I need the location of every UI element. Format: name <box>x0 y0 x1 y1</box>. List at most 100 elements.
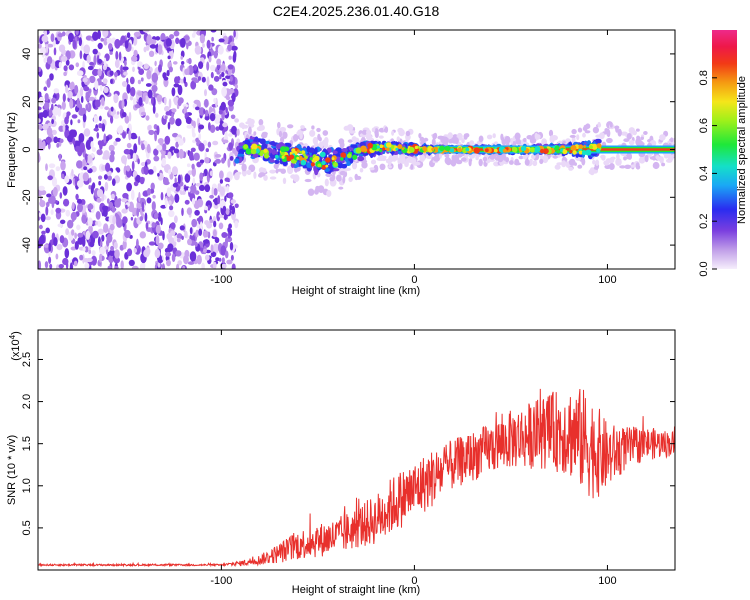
spectrogram-noise-blob <box>166 69 170 77</box>
spectrogram-noise-blob <box>45 163 48 171</box>
spectrogram-noise-blob <box>66 111 71 116</box>
spectrogram-peak-blob <box>422 146 427 152</box>
spectrogram-halo-blob <box>670 137 674 143</box>
spectrogram-noise-blob <box>201 262 205 269</box>
snr-y-tick-label: 2.0 <box>21 394 33 409</box>
spectrogram-noise-blob <box>164 96 167 106</box>
spectrogram-peak-blob <box>449 148 455 153</box>
spectrogram-peak-blob <box>397 144 403 150</box>
spectrogram-peak-blob <box>502 148 507 153</box>
spectrogram-noise-blob <box>58 153 62 162</box>
spectrogram-noise-blob <box>175 250 182 257</box>
spectrogram-noise-blob <box>49 73 54 81</box>
spectrogram-noise-blob <box>43 102 50 110</box>
spectrogram-noise-blob <box>215 126 220 131</box>
spectrogram-noise-blob <box>71 229 75 236</box>
spectrogram-noise-blob <box>204 254 210 261</box>
spectrogram-noise-blob <box>91 147 96 152</box>
spectrogram-halo-blob <box>565 138 571 143</box>
spectrogram-noise-blob <box>93 115 99 124</box>
spectrogram-halo-blob <box>413 161 421 166</box>
spectrogram-noise-blob <box>121 99 125 109</box>
spectrogram-peak-blob <box>314 155 320 162</box>
spectrogram-noise-blob <box>213 75 220 82</box>
spectrogram-noise-blob <box>196 217 202 222</box>
spectrogram-noise-blob <box>213 188 218 196</box>
spectrogram-noise-blob <box>230 114 236 120</box>
spectrogram-noise-blob <box>204 89 207 97</box>
spectrogram-noise-blob <box>213 220 217 228</box>
spectrogram-noise-blob <box>94 99 101 108</box>
spectrogram-noise-blob <box>174 177 177 185</box>
spectrogram-noise-blob <box>72 39 77 49</box>
spectrogram-noise-blob <box>164 135 171 145</box>
spectrogram-noise-blob <box>77 203 83 213</box>
spectrogram-noise-blob <box>177 84 183 96</box>
spectrogram-noise-blob <box>231 125 237 135</box>
spectrogram-noise-blob <box>132 36 138 46</box>
spectrogram-noise-blob <box>195 229 199 238</box>
spectrogram-halo-blob <box>423 137 429 142</box>
spectrogram-peak-blob <box>395 147 399 151</box>
spectrogram-noise-blob <box>105 162 111 172</box>
spectrogram-noise-blob <box>62 124 66 133</box>
spectrogram-noise-blob <box>71 202 75 210</box>
spectrogram-halo-blob <box>671 154 675 158</box>
spectrogram-noise-blob <box>212 243 220 254</box>
spectrogram-halo-blob <box>405 130 411 137</box>
spectrogram-noise-blob <box>193 99 200 105</box>
spectrogram-halo-blob <box>391 130 395 136</box>
spectrogram-noise-blob <box>153 148 159 156</box>
spectrogram-noise-blob <box>214 154 222 158</box>
spectrogram-noise-blob <box>78 133 85 143</box>
spectrogram-noise-blob <box>196 254 202 265</box>
spectrogram-halo-blob <box>469 140 475 146</box>
spectrogram-halo-blob <box>615 125 619 133</box>
spectrogram-noise-blob <box>169 116 175 125</box>
spectrogram-noise-blob <box>210 251 217 258</box>
spectrogram-noise-blob <box>204 109 209 119</box>
spectrogram-halo-blob <box>585 123 591 129</box>
snr-panel: -100 0 100 0.5 1.0 1.5 2.0 2.5 Height of strai… <box>6 329 676 596</box>
spectrogram-peak-blob <box>431 147 435 151</box>
spectrogram-noise-blob <box>147 169 154 175</box>
spectrogram-noise-blob <box>157 44 163 55</box>
spectrogram-noise-blob <box>80 96 84 103</box>
spectrogram-noise-blob <box>86 257 93 263</box>
colorbar-ticks: 0.0 0.2 0.4 0.6 0.8 <box>698 70 717 277</box>
spectrogram-noise-blob <box>96 188 104 198</box>
spectrogram-noise-blob <box>141 143 145 151</box>
spectrogram-noise-blob <box>77 232 84 238</box>
spectrogram-halo-blob <box>348 130 356 134</box>
spectrogram-halo-blob <box>665 158 673 163</box>
spectrogram-halo-blob <box>261 133 268 139</box>
spectrogram-noise-blob <box>88 249 92 255</box>
spectrogram-noise-blob <box>234 203 239 209</box>
spectrogram-noise-blob <box>176 263 180 269</box>
spectrogram-noise-blob <box>43 86 48 92</box>
spectrogram-noise-blob <box>132 66 135 73</box>
spectrogram-y-tick-label: 20 <box>21 96 33 108</box>
snr-series-line <box>38 388 675 568</box>
spectrogram-noise-blob <box>128 259 135 267</box>
snr-x-axis-label: Height of straight line (km) <box>292 584 420 596</box>
spectrogram-noise-blob <box>127 153 131 160</box>
spectrogram-noise-blob <box>114 38 121 49</box>
spectrogram-halo-blob <box>652 161 660 170</box>
colorbar-tick-label: 0.2 <box>698 214 710 229</box>
spectrogram-noise-blob <box>126 165 131 172</box>
spectrogram-noise-blob <box>57 223 63 228</box>
spectrogram-noise-blob <box>187 170 193 176</box>
spectrogram-noise-blob <box>227 88 235 95</box>
spectrogram-noise-blob <box>113 93 119 104</box>
spectrogram-peak-blob <box>382 147 386 151</box>
spectrogram-halo-blob <box>615 158 622 166</box>
spectrogram-noise-blob <box>227 64 234 70</box>
spectrogram-noise-blob <box>92 31 99 41</box>
spectrogram-halo-blob <box>336 174 342 182</box>
spectrogram-noise-blob <box>146 197 152 204</box>
spectrogram-noise-blob <box>219 179 223 184</box>
spectrogram-halo-blob <box>275 168 279 174</box>
spectrogram-noise-blob <box>113 257 120 264</box>
spectrogram-noise-blob <box>176 238 181 243</box>
